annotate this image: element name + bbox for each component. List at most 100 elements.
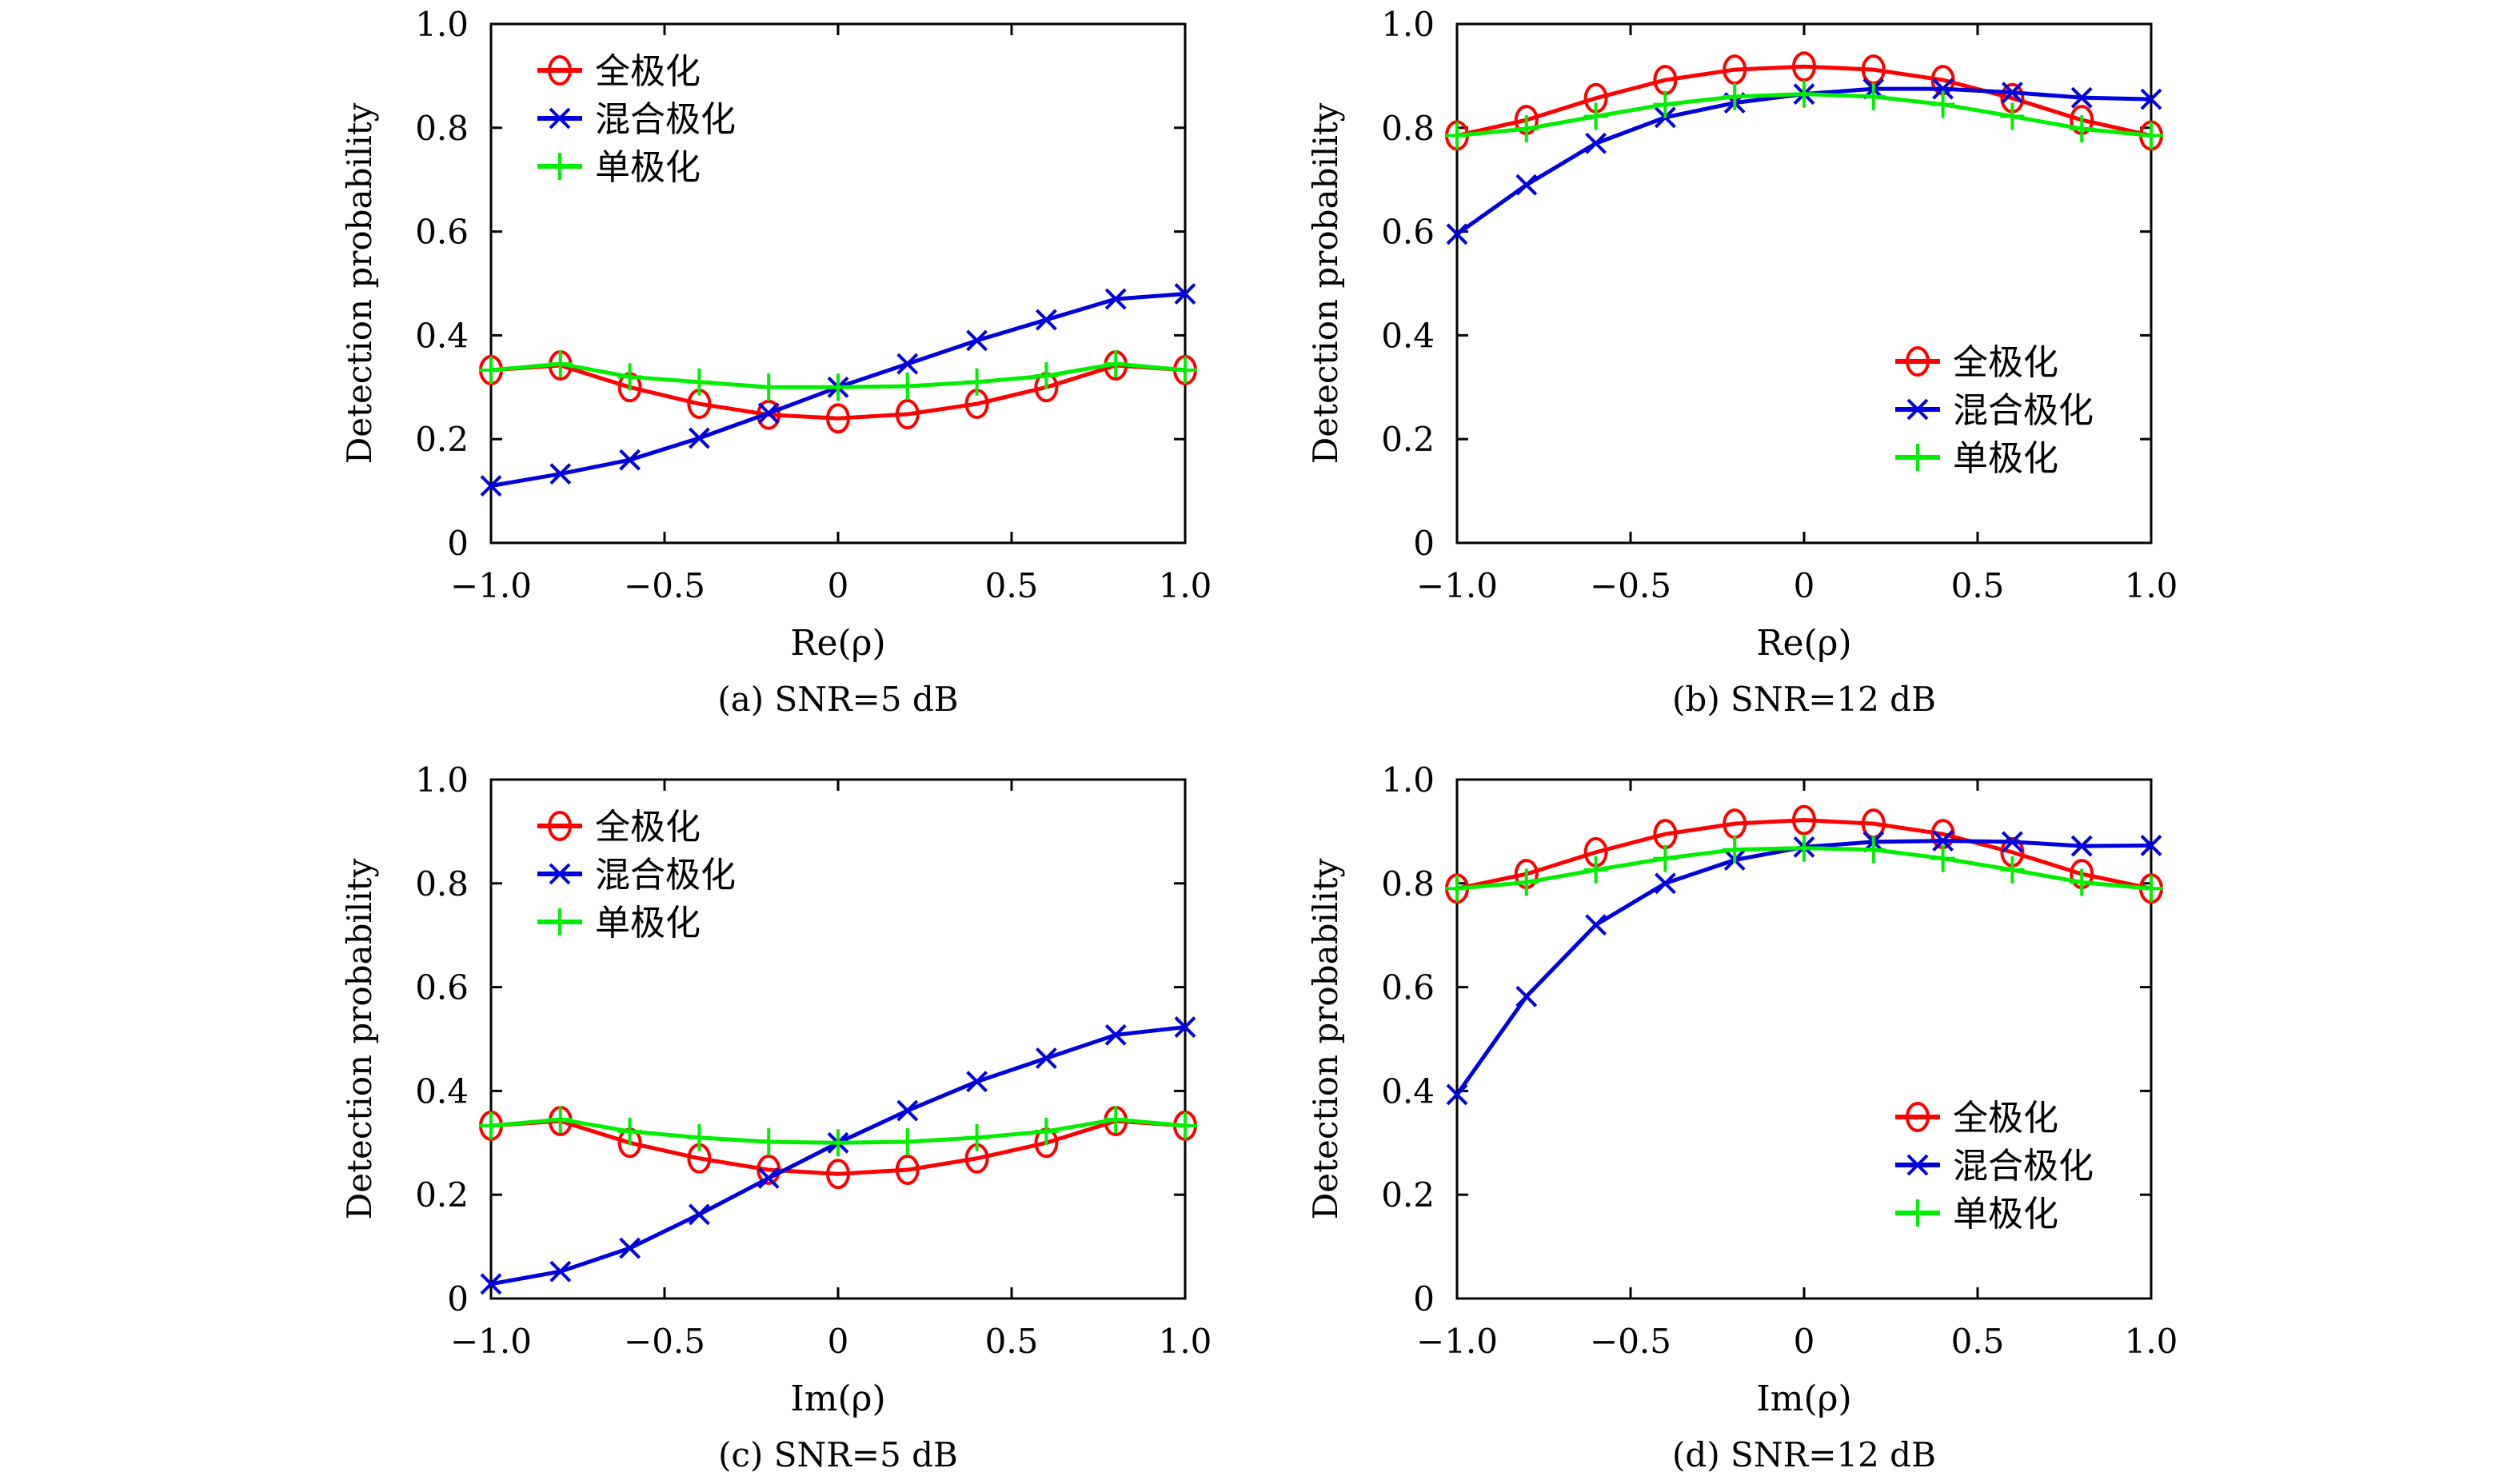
data-point	[1930, 844, 1955, 872]
data-point	[2139, 875, 2163, 903]
legend-marker	[548, 153, 572, 180]
data-point	[964, 1123, 989, 1151]
data-point	[756, 1128, 781, 1155]
data-point	[619, 1237, 641, 1259]
x-axis-label: Im(ρ)	[1756, 1378, 1851, 1419]
series-line	[1456, 818, 2152, 891]
legend-marker	[549, 863, 571, 885]
x-axis-label: Re(ρ)	[790, 623, 885, 664]
series-line	[490, 363, 1186, 421]
data-point	[966, 1071, 988, 1093]
legend-label: 混合极化	[595, 99, 736, 140]
y-tick-label: 0	[1413, 524, 1435, 563]
x-tick-label: 0	[828, 566, 849, 605]
data-point	[1723, 836, 1747, 864]
legend-marker	[548, 811, 572, 841]
series-mixed-polarization	[1446, 830, 2162, 1106]
data-point	[1653, 90, 1678, 118]
data-point	[1104, 1106, 1128, 1134]
x-tick-label: 0	[1794, 1322, 1815, 1361]
data-point	[964, 368, 989, 396]
data-point	[549, 1260, 572, 1283]
data-point	[687, 368, 712, 396]
data-point	[1104, 1023, 1127, 1046]
data-point	[756, 399, 781, 430]
data-point	[2140, 835, 2162, 856]
data-point	[1174, 283, 1196, 305]
legend-label: 全极化	[1953, 342, 2058, 383]
data-point	[1104, 350, 1128, 378]
data-point	[2000, 102, 2025, 130]
x-tick-label: −1.0	[450, 566, 532, 605]
data-point	[1174, 1016, 1196, 1038]
panel-caption: (a) SNR=5 dB	[717, 680, 958, 719]
legend-label: 单极化	[1953, 438, 2058, 479]
data-point	[1446, 1083, 1468, 1106]
data-point	[1930, 90, 1955, 118]
data-point	[826, 403, 850, 434]
series-single-polarization	[479, 350, 1197, 401]
legend-label: 单极化	[595, 903, 701, 943]
legend-label: 全极化	[595, 807, 701, 848]
data-point	[895, 1128, 920, 1155]
data-point	[1173, 356, 1197, 384]
legend-label: 混合极化	[595, 855, 736, 896]
y-tick-label: 1.0	[415, 5, 469, 44]
legend-marker	[548, 55, 572, 86]
data-point	[1514, 115, 1539, 143]
data-point	[896, 353, 919, 375]
y-tick-label: 0.4	[415, 1071, 469, 1111]
data-point	[687, 1123, 712, 1151]
y-tick-label: 0.8	[1381, 864, 1435, 904]
y-tick-label: 0.4	[1381, 316, 1435, 355]
chart-panel-c: −1.0 −0.5 0 0.5 1.0 0 0.2 0.4 0.6 0.8 1.0 Im(ρ) Dete…	[340, 760, 1212, 1474]
data-point	[1035, 1047, 1057, 1069]
y-tick-label: 1.0	[1381, 760, 1435, 800]
y-tick-label: 0.6	[1381, 213, 1435, 252]
x-tick-label: 1.0	[1159, 566, 1212, 605]
data-point	[895, 1155, 920, 1186]
y-tick-label: 0	[447, 1279, 469, 1318]
data-point	[1445, 875, 1469, 903]
panel-caption: (c) SNR=5 dB	[718, 1435, 958, 1474]
data-point	[1585, 132, 1607, 154]
data-point	[2070, 868, 2094, 896]
data-point	[757, 1167, 780, 1189]
data-point	[1932, 830, 1954, 852]
legend-marker	[548, 908, 572, 935]
x-tick-label: −1.0	[1416, 1322, 1498, 1361]
data-point	[1583, 856, 1608, 884]
y-tick-label: 0.2	[415, 1175, 469, 1215]
x-tick-label: −0.5	[1590, 1322, 1671, 1361]
y-tick-label: 0.8	[415, 864, 469, 904]
data-point	[688, 1203, 710, 1226]
data-point	[826, 1159, 850, 1190]
y-tick-label: 0.6	[1381, 968, 1435, 1007]
chart-panel-d: −1.0 −0.5 0 0.5 1.0 0 0.2 0.4 0.6 0.8 1.0 Im(ρ) Dete…	[1306, 760, 2178, 1474]
y-tick-label: 0.2	[1381, 420, 1435, 459]
data-point	[617, 363, 642, 391]
x-axis-label: Re(ρ)	[1756, 623, 1851, 664]
series-single-polarization	[479, 1106, 1197, 1157]
data-point	[1585, 914, 1607, 936]
data-point	[826, 373, 850, 401]
legend-label: 混合极化	[1953, 390, 2094, 431]
series-single-polarization	[1445, 834, 2163, 903]
x-axis-label: Im(ρ)	[790, 1378, 885, 1419]
data-point	[2070, 835, 2093, 857]
data-point	[688, 427, 710, 449]
panel-caption: (d) SNR=12 dB	[1672, 1435, 1936, 1474]
chart-panel-b: −1.0 −0.5 0 0.5 1.0 0 0.2 0.4 0.6 0.8 1.0 Re(ρ) Dete…	[1306, 5, 2178, 719]
x-tick-label: −0.5	[624, 566, 705, 605]
data-point	[826, 1129, 850, 1157]
y-tick-label: 0	[447, 524, 469, 563]
x-tick-label: −0.5	[1590, 566, 1671, 605]
data-point	[895, 399, 920, 430]
legend-marker	[1906, 1102, 1930, 1132]
y-tick-label: 0.4	[1381, 1071, 1435, 1111]
data-point	[549, 463, 572, 485]
